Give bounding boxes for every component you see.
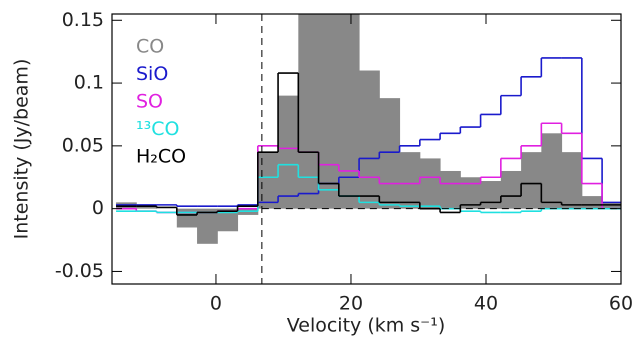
y-tick-label: 0.05: [62, 134, 104, 156]
co-bar: [318, 14, 340, 209]
y-tick-label: 0.15: [62, 9, 104, 31]
step-riser: [176, 57, 603, 207]
y-tick-label: 0: [92, 197, 104, 219]
co-bar: [197, 208, 218, 244]
plot-frame: [111, 13, 622, 285]
co-bar: [359, 70, 380, 209]
co-bar: [176, 208, 198, 228]
co-bar: [460, 177, 482, 209]
co-bar: [581, 196, 603, 209]
plot-area: [116, 14, 621, 284]
legend-entry: SiO: [136, 63, 168, 85]
co-bar: [257, 152, 279, 209]
co-bar: [500, 170, 522, 209]
legend-entry: ¹³CO: [136, 118, 179, 140]
co-bar: [480, 181, 502, 209]
x-tick-label: 60: [609, 293, 633, 315]
co-bar: [561, 152, 583, 209]
co-bar: [298, 14, 320, 209]
x-axis-label: Velocity (km s⁻¹): [287, 315, 446, 337]
x-tick-label: 20: [339, 293, 363, 315]
co-bar: [440, 170, 461, 209]
co-bar: [379, 98, 401, 209]
co-bar: [419, 158, 441, 209]
co-bar: [399, 152, 421, 209]
co-bar: [521, 152, 542, 209]
co-bar: [541, 133, 563, 209]
co-bar: [338, 14, 360, 209]
legend-entry: SO: [136, 91, 163, 113]
y-tick-label: 0.1: [74, 72, 104, 94]
co-bar: [278, 95, 299, 209]
y-axis-label: Intensity (Jy/beam): [11, 59, 33, 240]
legend-entry: H₂CO: [136, 146, 186, 168]
co-bar: [217, 208, 239, 232]
y-tick-label: -0.05: [55, 260, 104, 282]
x-tick-label: 40: [474, 293, 498, 315]
legend-entry: CO: [136, 36, 164, 58]
x-tick-label: 0: [210, 293, 222, 315]
